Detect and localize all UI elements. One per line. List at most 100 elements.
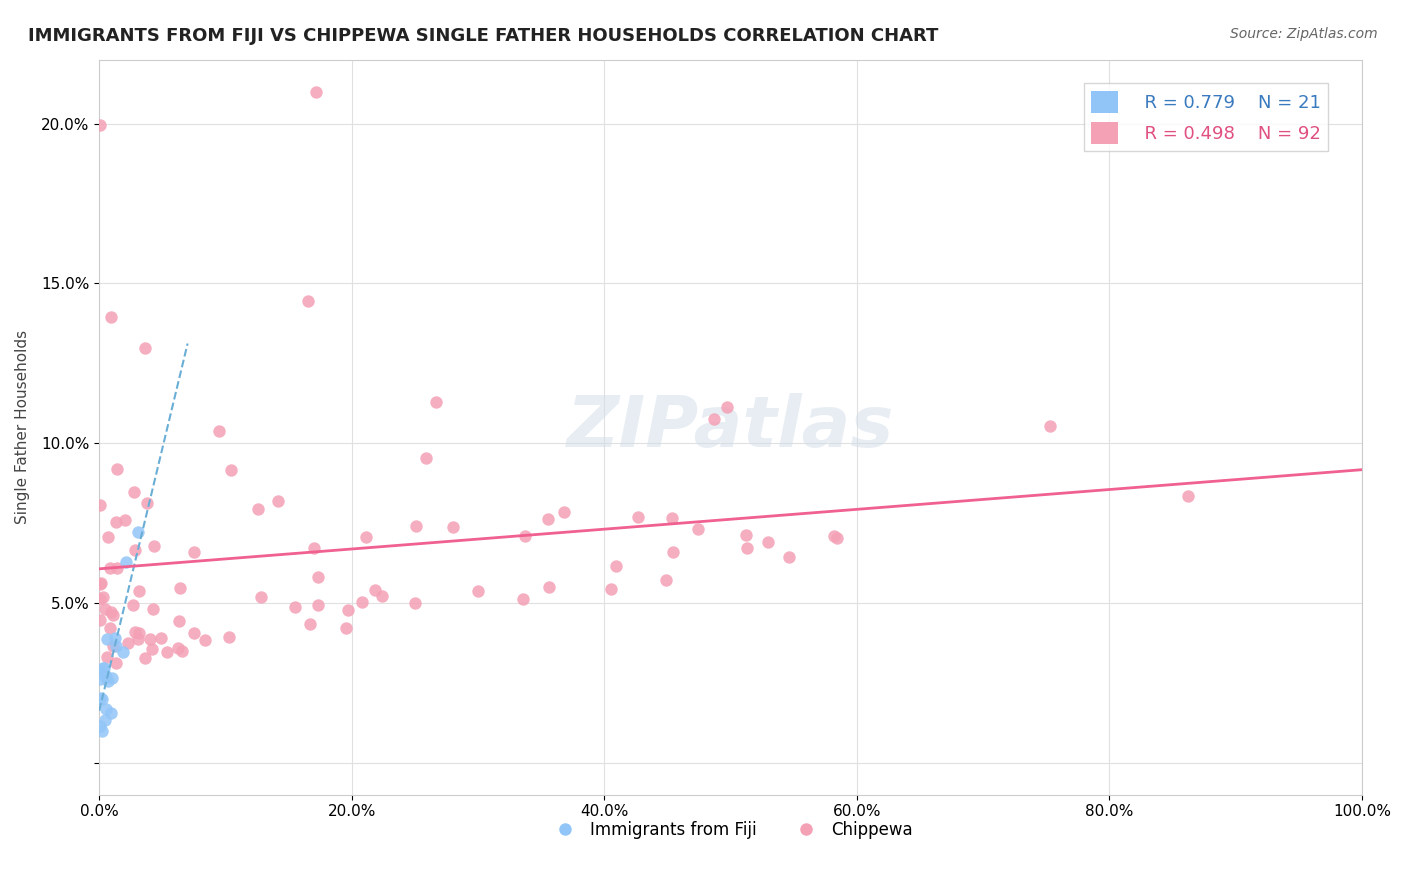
Point xyxy=(142,602,165,616)
Point xyxy=(354,529,377,543)
Point xyxy=(467,584,489,599)
Point xyxy=(89,576,111,591)
Point xyxy=(686,522,709,536)
Point xyxy=(246,502,269,516)
Point xyxy=(169,614,191,628)
Point xyxy=(371,589,394,603)
Point xyxy=(703,412,725,426)
Point xyxy=(605,559,627,574)
Point xyxy=(89,613,111,627)
Point xyxy=(105,462,128,476)
Point xyxy=(297,294,319,309)
Point xyxy=(661,510,683,524)
Point xyxy=(91,723,114,738)
Point xyxy=(169,581,191,595)
Point xyxy=(98,621,121,635)
Point xyxy=(661,545,683,559)
Point xyxy=(208,424,231,438)
Point xyxy=(96,632,118,646)
Text: IMMIGRANTS FROM FIJI VS CHIPPEWA SINGLE FATHER HOUSEHOLDS CORRELATION CHART: IMMIGRANTS FROM FIJI VS CHIPPEWA SINGLE … xyxy=(28,27,938,45)
Point xyxy=(350,595,373,609)
Point xyxy=(89,591,111,606)
Point xyxy=(298,616,321,631)
Point xyxy=(218,630,240,644)
Point xyxy=(101,671,124,685)
Point xyxy=(93,661,115,675)
Point xyxy=(655,573,678,587)
Point xyxy=(97,530,120,544)
Point xyxy=(127,632,149,646)
Point xyxy=(267,494,290,508)
Point xyxy=(96,650,118,665)
Point xyxy=(134,651,156,665)
Point xyxy=(364,582,387,597)
Point xyxy=(93,602,115,616)
Point xyxy=(89,499,111,513)
Point xyxy=(115,555,138,569)
Point xyxy=(405,519,427,533)
Point xyxy=(89,118,111,132)
Point xyxy=(127,525,149,540)
Point xyxy=(194,632,217,647)
Point xyxy=(97,674,120,689)
Point xyxy=(441,520,464,534)
Point xyxy=(128,626,150,640)
Point xyxy=(134,342,156,356)
Point xyxy=(100,706,122,720)
Point xyxy=(91,661,114,675)
Point xyxy=(827,531,849,545)
Point xyxy=(537,512,560,526)
Point xyxy=(143,539,166,553)
Point xyxy=(734,528,756,542)
Point xyxy=(307,598,329,612)
Text: ZIPatlas: ZIPatlas xyxy=(567,392,894,462)
Point xyxy=(90,692,112,706)
Point xyxy=(117,635,139,649)
Point xyxy=(515,529,537,543)
Point xyxy=(112,645,135,659)
Point xyxy=(600,582,623,596)
Point xyxy=(100,605,122,619)
Point xyxy=(1039,418,1062,433)
Point xyxy=(778,550,800,565)
Point xyxy=(284,599,307,614)
Point xyxy=(98,560,121,574)
Point xyxy=(337,602,360,616)
Point xyxy=(104,515,127,529)
Point xyxy=(166,640,188,655)
Point xyxy=(136,496,159,510)
Point xyxy=(105,656,128,670)
Point xyxy=(183,545,205,559)
Point xyxy=(250,590,273,604)
Point xyxy=(101,607,124,622)
Point xyxy=(121,598,143,612)
Point xyxy=(96,702,118,716)
Point xyxy=(94,713,117,727)
Point xyxy=(824,529,846,543)
Point xyxy=(104,639,127,653)
Point xyxy=(219,463,242,477)
Point xyxy=(141,642,163,657)
Point xyxy=(89,665,111,679)
Point xyxy=(335,621,357,635)
Point xyxy=(404,596,426,610)
Y-axis label: Single Father Households: Single Father Households xyxy=(15,330,30,524)
Point xyxy=(91,590,114,604)
Point xyxy=(553,505,575,519)
Point xyxy=(425,394,447,409)
Point xyxy=(101,639,124,653)
Point xyxy=(302,541,325,555)
Point xyxy=(103,631,125,645)
Point xyxy=(756,534,779,549)
Point xyxy=(716,400,738,414)
Point xyxy=(89,719,111,733)
Point xyxy=(94,668,117,682)
Text: Source: ZipAtlas.com: Source: ZipAtlas.com xyxy=(1230,27,1378,41)
Point xyxy=(150,631,173,645)
Point xyxy=(114,513,136,527)
Point xyxy=(627,509,650,524)
Point xyxy=(307,570,329,584)
Point xyxy=(1177,490,1199,504)
Point xyxy=(89,672,111,686)
Point xyxy=(100,310,122,324)
